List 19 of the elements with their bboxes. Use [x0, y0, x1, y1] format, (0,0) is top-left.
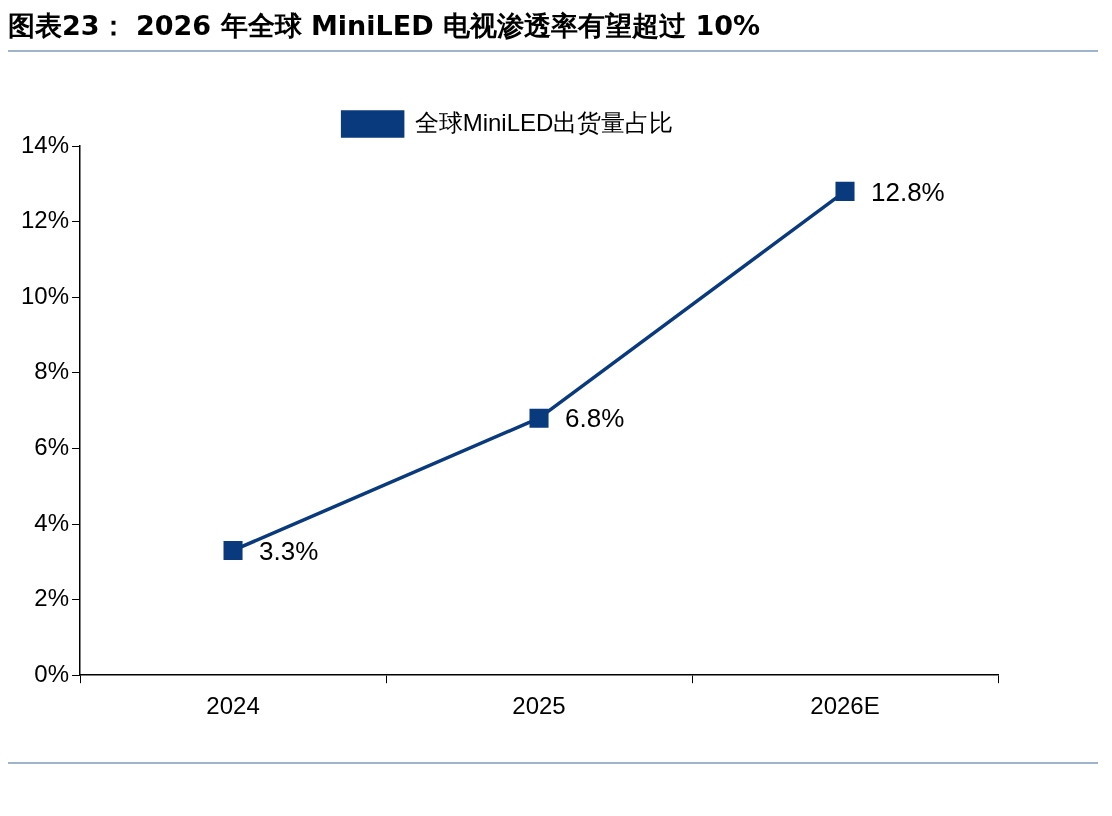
data-label: 3.3%	[259, 535, 319, 566]
point	[529, 408, 549, 428]
y-tick-label: 10%	[20, 281, 70, 309]
x-tick-label: 2025	[512, 692, 566, 720]
y-tick-label: 2%	[34, 584, 70, 612]
y-tick-label: 12%	[20, 206, 70, 234]
data-label: 12.8%	[871, 176, 945, 207]
legend-label: 全球MiniLED出货量占比	[414, 108, 674, 136]
chart-title: 图表23： 2026 年全球 MiniLED 电视渗透率有望超过 10%	[8, 8, 1098, 52]
y-tick-label: 4%	[34, 508, 70, 536]
data-label: 6.8%	[565, 403, 625, 434]
y-tick-label: 14%	[20, 130, 70, 158]
point	[835, 181, 855, 201]
point	[223, 540, 243, 560]
y-tick-label: 0%	[34, 659, 70, 687]
y-tick-label: 8%	[34, 357, 70, 385]
x-tick-label: 2024	[206, 692, 260, 720]
y-tick-label: 6%	[34, 433, 70, 461]
x-tick-label: 2026E	[810, 692, 880, 720]
